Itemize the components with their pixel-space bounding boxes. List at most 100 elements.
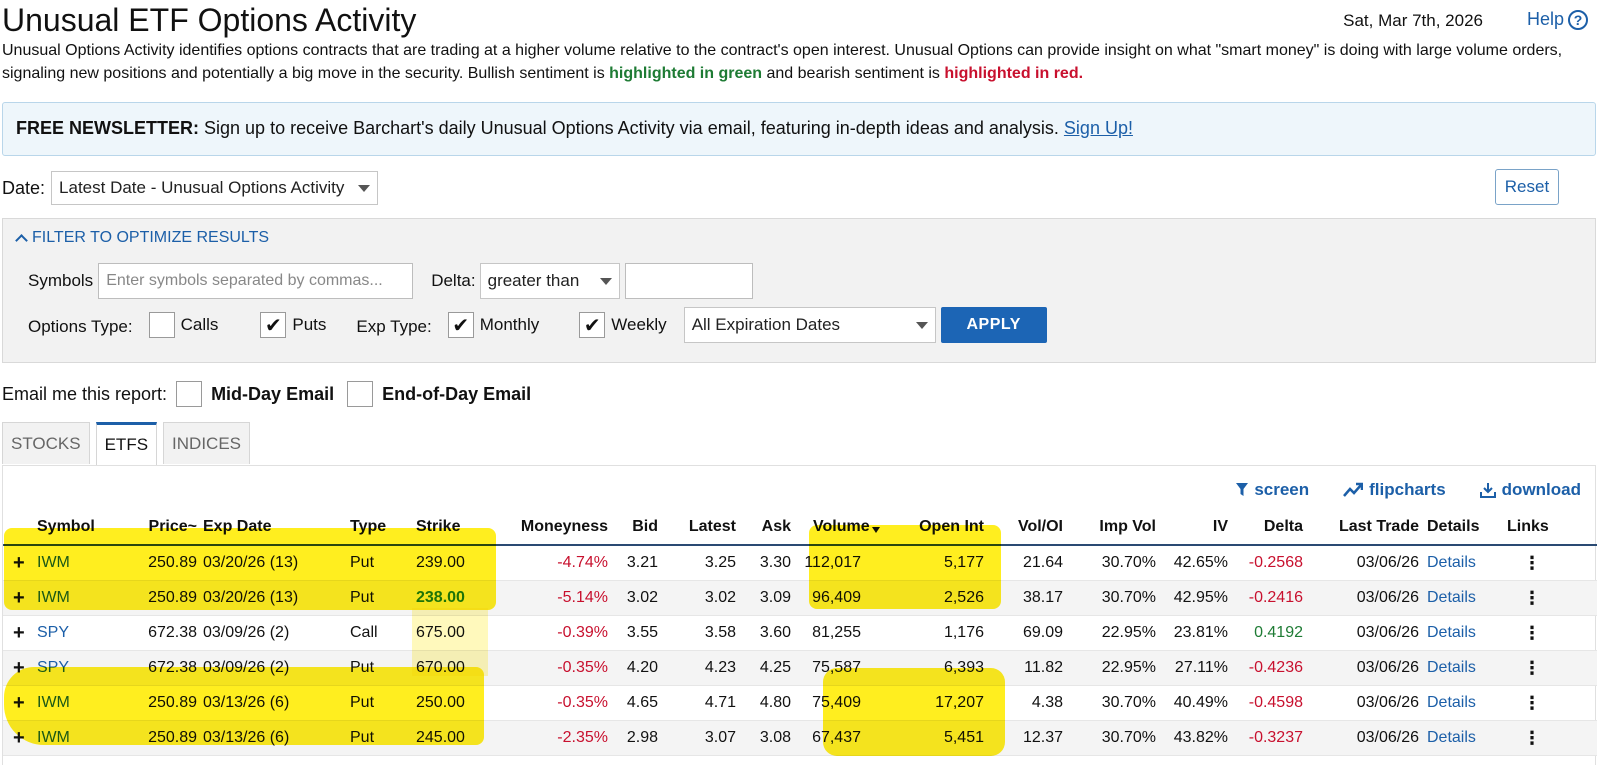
imp-vol-cell: 30.70%	[1101, 694, 1156, 711]
iv-cell: 43.82%	[1173, 729, 1228, 746]
date-select[interactable]: Latest Date - Unusual Options Activity	[51, 171, 379, 205]
details-link[interactable]: Details	[1427, 659, 1476, 676]
reset-button[interactable]: Reset	[1495, 169, 1559, 205]
expand-row-icon[interactable]: +	[13, 551, 25, 574]
price-cell: 672.38	[148, 659, 197, 676]
table-row: + IWM 250.89 03/20/26 (13) Put 238.00 -5.14% 3.…	[3, 581, 1597, 616]
expand-row-icon[interactable]: +	[13, 726, 25, 749]
last-trade-cell: 03/06/26	[1356, 694, 1419, 711]
weekly-label: Weekly	[611, 315, 667, 334]
price-cell: 250.89	[148, 554, 197, 571]
newsletter-banner: FREE NEWSLETTER: Sign up to receive Barc…	[2, 102, 1596, 156]
symbol-link[interactable]: IWM	[37, 694, 70, 711]
iv-cell: 27.11%	[1174, 659, 1228, 676]
strike-cell: 238.00	[416, 589, 465, 606]
chevron-up-icon	[15, 234, 28, 247]
col-strike[interactable]: Strike	[416, 518, 461, 535]
last-trade-cell: 03/06/26	[1356, 589, 1419, 606]
details-link[interactable]: Details	[1427, 729, 1476, 746]
trend-chart-icon	[1343, 482, 1364, 497]
flipcharts-button[interactable]: flipcharts	[1343, 480, 1446, 500]
monthly-label: Monthly	[479, 315, 540, 334]
volume-cell: 96,409	[812, 589, 861, 606]
col-bid[interactable]: Bid	[632, 518, 658, 535]
col-exp-date[interactable]: Exp Date	[203, 518, 272, 535]
volume-cell: 75,587	[812, 659, 861, 676]
symbol-link[interactable]: SPY	[37, 624, 70, 641]
more-options-icon[interactable]: ⋮	[1523, 727, 1541, 748]
details-link[interactable]: Details	[1427, 589, 1476, 606]
col-moneyness[interactable]: Moneyness	[520, 518, 608, 535]
tab-etfs[interactable]: ETFS	[95, 422, 158, 465]
col-delta[interactable]: Delta	[1263, 518, 1303, 535]
expand-row-icon[interactable]: +	[13, 586, 25, 609]
bid-cell: 4.65	[626, 694, 658, 711]
col-vol-oi[interactable]: Vol/OI	[1017, 518, 1063, 535]
strike-cell: 239.00	[416, 554, 465, 571]
more-options-icon[interactable]: ⋮	[1523, 622, 1541, 643]
eod-email-checkbox[interactable]	[347, 381, 374, 407]
help-link[interactable]: Help ?	[1527, 9, 1588, 30]
midday-email-checkbox[interactable]	[176, 381, 203, 407]
check-icon: ✔	[265, 314, 282, 337]
expand-row-icon[interactable]: +	[13, 621, 25, 644]
imp-vol-cell: 22.95%	[1101, 659, 1156, 676]
download-button[interactable]: download	[1479, 480, 1581, 500]
symbol-link[interactable]: IWM	[37, 554, 70, 571]
symbols-placeholder: Enter symbols separated by commas...	[106, 272, 383, 289]
table-row: + SPY 672.38 03/09/26 (2) Put 670.00 -0.35% 4.2…	[3, 651, 1597, 686]
details-link[interactable]: Details	[1427, 694, 1476, 711]
screen-button[interactable]: screen	[1236, 480, 1309, 500]
puts-checkbox[interactable]: ✔	[260, 312, 287, 338]
exp-date-cell: 03/20/26 (13)	[203, 589, 299, 606]
col-last-trade[interactable]: Last Trade	[1338, 518, 1419, 535]
vol-oi-cell: 21.64	[1022, 554, 1063, 571]
col-open-int[interactable]: Open Int	[919, 518, 984, 535]
col-latest[interactable]: Latest	[688, 518, 736, 535]
monthly-checkbox[interactable]: ✔	[447, 312, 474, 338]
col-imp-vol[interactable]: Imp Vol	[1099, 518, 1156, 535]
details-link[interactable]: Details	[1427, 554, 1476, 571]
filter-toggle[interactable]: FILTER TO OPTIMIZE RESULTS	[15, 229, 269, 247]
intro-bullish-text: highlighted in green	[609, 65, 763, 82]
more-options-icon[interactable]: ⋮	[1523, 692, 1541, 713]
midday-email-label: Mid-Day Email	[211, 383, 335, 404]
vol-oi-cell: 38.17	[1022, 589, 1063, 606]
table-row: + IWM 250.89 03/13/26 (6) Put 245.00 -2.35% 2.9…	[3, 721, 1597, 756]
delta-value-input[interactable]	[624, 263, 753, 299]
more-options-icon[interactable]: ⋮	[1523, 587, 1541, 608]
more-options-icon[interactable]: ⋮	[1523, 657, 1541, 678]
apply-button[interactable]: APPLY	[940, 307, 1047, 343]
delta-operator-select[interactable]: greater than	[479, 263, 620, 299]
strike-cell: 250.00	[416, 694, 465, 711]
expand-row-icon[interactable]: +	[13, 691, 25, 714]
symbol-link[interactable]: SPY	[37, 659, 70, 676]
price-cell: 250.89	[148, 589, 197, 606]
exp-date-cell: 03/13/26 (6)	[203, 694, 290, 711]
expand-row-icon[interactable]: +	[13, 656, 25, 679]
details-link[interactable]: Details	[1427, 624, 1476, 641]
expiration-select[interactable]: All Expiration Dates	[683, 307, 936, 343]
table-body: + IWM 250.89 03/20/26 (13) Put 239.00 -4.74% 3.…	[3, 546, 1597, 756]
download-icon	[1479, 483, 1496, 498]
symbol-link[interactable]: IWM	[37, 729, 70, 746]
sort-desc-icon	[871, 526, 880, 533]
col-volume[interactable]: Volume	[813, 510, 880, 544]
symbols-input[interactable]: Enter symbols separated by commas...	[98, 263, 414, 299]
weekly-checkbox[interactable]: ✔	[579, 312, 606, 338]
col-type[interactable]: Type	[350, 518, 387, 535]
col-ask[interactable]: Ask	[761, 518, 791, 535]
col-iv[interactable]: IV	[1212, 518, 1228, 535]
bid-cell: 3.02	[626, 589, 658, 606]
latest-cell: 4.71	[704, 694, 736, 711]
screen-label: screen	[1254, 480, 1310, 499]
signup-link[interactable]: Sign Up!	[1063, 118, 1133, 138]
iv-cell: 42.65%	[1173, 554, 1228, 571]
col-symbol[interactable]: Symbol	[37, 518, 95, 535]
calls-checkbox[interactable]	[148, 312, 175, 338]
symbol-link[interactable]: IWM	[37, 589, 70, 606]
col-price[interactable]: Price~	[148, 518, 197, 535]
tab-stocks[interactable]: STOCKS	[2, 422, 90, 464]
tab-indices[interactable]: INDICES	[163, 422, 251, 464]
more-options-icon[interactable]: ⋮	[1523, 552, 1541, 573]
